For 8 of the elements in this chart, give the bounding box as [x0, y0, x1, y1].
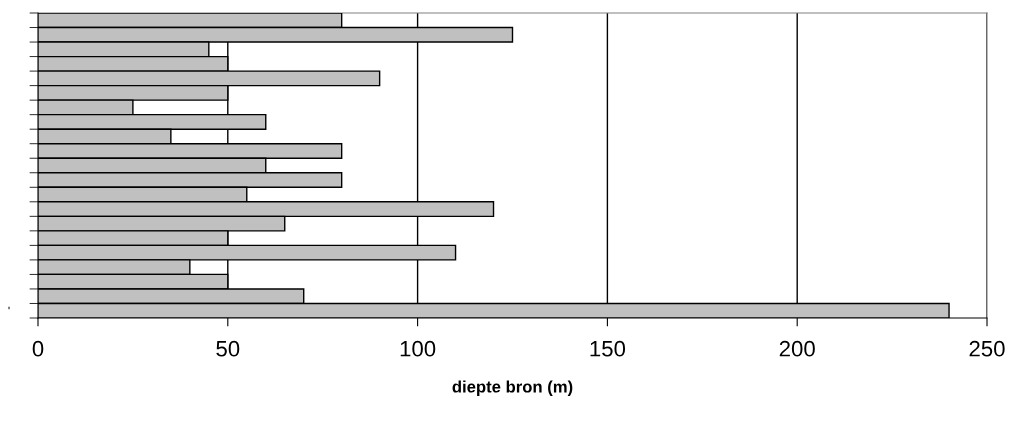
y-tick-label: '	[8, 306, 10, 310]
x-tick-label: 100	[400, 340, 436, 357]
x-tick-label: 50	[216, 340, 240, 357]
x-tick-label: 150	[590, 340, 626, 357]
x-axis-title: diepte bron (m)	[452, 380, 573, 396]
x-tick-label: 200	[779, 340, 815, 357]
x-tick-label: 250	[969, 340, 1005, 357]
x-tick-label: 0	[32, 340, 44, 357]
